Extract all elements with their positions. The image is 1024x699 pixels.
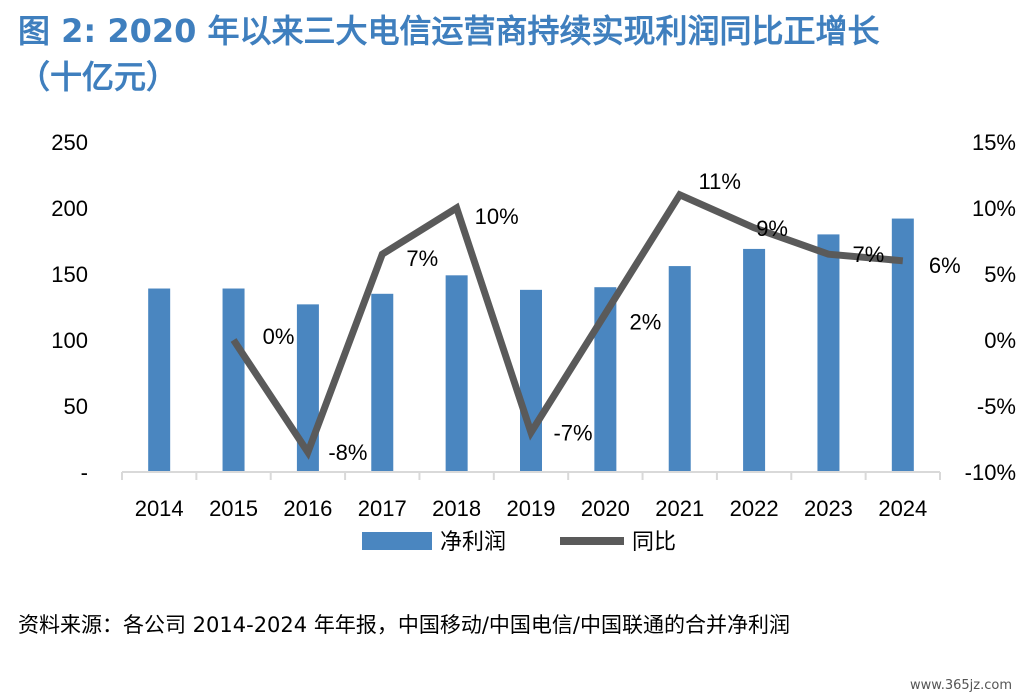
data-label-2015: 0%: [263, 324, 295, 349]
bar-2019: [520, 289, 542, 472]
y-right-tick-label: 15%: [972, 130, 1016, 155]
legend-label-line: 同比: [632, 530, 676, 555]
data-label-2022: 9%: [756, 216, 788, 241]
legend-swatch-bar: [362, 532, 432, 550]
legend: 净利润 同比: [362, 530, 676, 555]
y-left-tick-label: -: [81, 460, 88, 485]
y-right-tick-label: -5%: [977, 394, 1016, 419]
data-label-2018: 10%: [475, 204, 519, 229]
bar-2014: [148, 288, 171, 472]
y-left-tick-label: 250: [51, 130, 88, 155]
x-tick-label: 2023: [804, 496, 853, 521]
bar-2018: [445, 275, 468, 472]
y-left-tick-label: 150: [51, 262, 88, 287]
chart-title: 图 2: 2020 年以来三大电信运营商持续实现利润同比正增长 （十亿元）: [18, 8, 1008, 100]
x-tick-label: 2017: [358, 496, 407, 521]
yoy-line: [230, 190, 904, 460]
x-tick-label: 2020: [581, 496, 630, 521]
bar-2023: [817, 234, 840, 472]
bar-2017: [371, 293, 394, 472]
data-label-2024: 6%: [929, 253, 961, 278]
x-tick-label: 2024: [878, 496, 927, 521]
x-tick-label: 2015: [209, 496, 258, 521]
x-tick-label: 2018: [432, 496, 481, 521]
y-right-tick-label: 10%: [972, 196, 1016, 221]
data-label-2016: -8%: [328, 440, 367, 465]
chart-title-line1: 图 2: 2020 年以来三大电信运营商持续实现利润同比正增长: [18, 12, 880, 50]
y-left-tick-label: 50: [64, 394, 88, 419]
watermark: www.365jz.com: [910, 678, 1012, 693]
data-label-2023: 7%: [853, 242, 885, 267]
source-note: 资料来源：各公司 2014-2024 年年报，中国移动/中国电信/中国联通的合并…: [18, 613, 790, 637]
y-right-tick-label: 0%: [984, 328, 1016, 353]
bar-2022: [743, 248, 766, 472]
y-left-tick-label: 200: [51, 196, 88, 221]
data-label-2020: 2%: [629, 310, 661, 335]
x-tick-label: 2021: [655, 496, 704, 521]
chart-title-line2: （十亿元）: [18, 58, 179, 96]
legend-label-bar: 净利润: [440, 530, 506, 555]
y-right-tick-label: -10%: [965, 460, 1016, 485]
data-label-2019: -7%: [553, 420, 592, 445]
x-tick-label: 2019: [507, 496, 556, 521]
combo-chart: - 50 100 150 200 250 -10% -5% 0% 5% 10% 15% 2014 20…: [51, 130, 1016, 555]
bar-2015: [222, 288, 245, 472]
x-tick-label: 2014: [135, 496, 184, 521]
bar-2021: [668, 266, 691, 472]
y-left-tick-label: 100: [51, 328, 88, 353]
data-label-2021: 11%: [699, 169, 741, 194]
y-right-tick-label: 5%: [984, 262, 1016, 287]
x-tick-label: 2016: [283, 496, 332, 521]
data-label-2017: 7%: [406, 246, 438, 271]
x-tick-label: 2022: [730, 496, 779, 521]
bar-2024: [891, 218, 914, 472]
bar-2020: [594, 287, 617, 472]
